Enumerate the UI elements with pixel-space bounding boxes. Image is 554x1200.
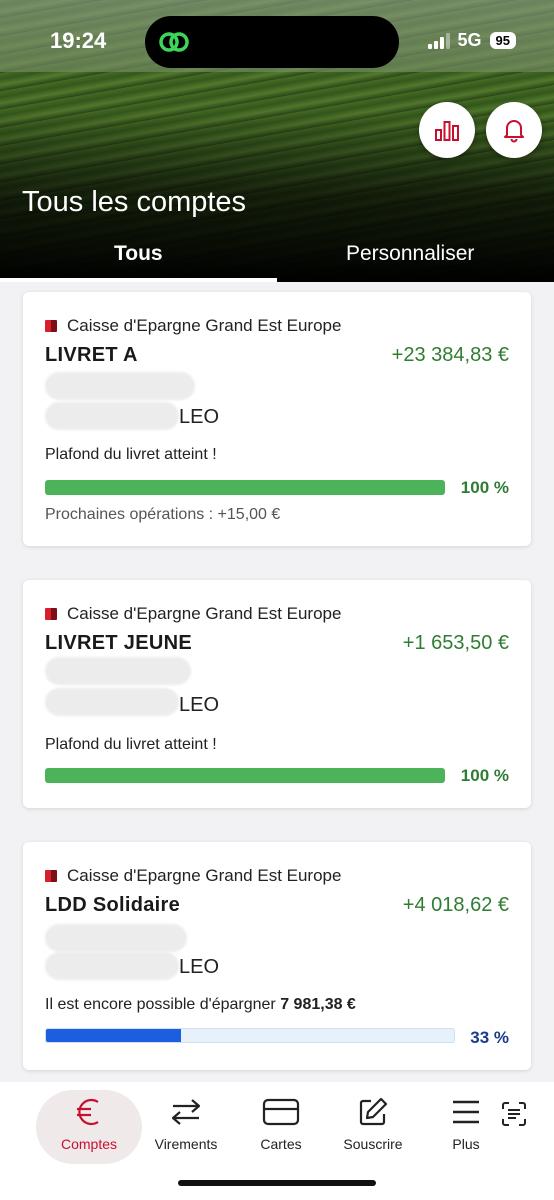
masked-account-number	[45, 924, 187, 952]
progress-bar-fill	[45, 480, 445, 495]
menu-icon	[453, 1100, 479, 1124]
network-label: 5G	[457, 30, 482, 50]
progress-bar	[45, 768, 445, 783]
bar-chart-icon	[435, 121, 459, 141]
transfer-icon	[171, 1099, 201, 1125]
owner-name: LEO	[179, 956, 220, 978]
nav-item-comptes[interactable]: Comptes	[43, 1092, 135, 1152]
progress-bar-fill	[46, 1029, 181, 1042]
bank-row: Caisse d'Epargne Grand Est Europe	[45, 316, 341, 336]
account-name: LDD Solidaire	[45, 894, 181, 916]
nav-item-plus[interactable]: Plus	[420, 1092, 512, 1152]
account-note: Il est encore possible d'épargner 7 981,…	[45, 996, 356, 1014]
masked-owner-name	[45, 402, 179, 430]
active-tab-indicator	[0, 278, 277, 282]
account-name: LIVRET JEUNE	[45, 632, 192, 654]
bank-name: Caisse d'Epargne Grand Est Europe	[67, 604, 342, 623]
bank-name: Caisse d'Epargne Grand Est Europe	[67, 316, 342, 335]
euro-icon	[77, 1098, 99, 1126]
masked-owner-name	[45, 688, 179, 716]
bank-logo-icon	[45, 608, 57, 620]
account-card-livret-a[interactable]: Caisse d'Epargne Grand Est Europe LIVRET…	[23, 292, 531, 546]
card-icon	[262, 1098, 300, 1126]
scan-text-icon	[502, 1102, 526, 1126]
tab-all[interactable]: Tous	[114, 242, 163, 265]
progress-bar	[45, 1028, 455, 1043]
edit-icon	[359, 1097, 388, 1126]
bottom-navigation: Comptes Virements Cartes Souscrire	[0, 1082, 554, 1200]
dynamic-island	[145, 16, 399, 68]
scan-button[interactable]	[494, 1094, 534, 1134]
account-name: LIVRET A	[45, 344, 138, 366]
owner-name: LEO	[179, 406, 220, 428]
header-banner: 19:24 5G 95 Tous les comptes Tous Person…	[0, 0, 554, 282]
battery-icon: 95	[489, 32, 516, 49]
progress-label: 33 %	[470, 1028, 509, 1047]
progress-label: 100 %	[460, 478, 509, 497]
account-card-livret-jeune[interactable]: Caisse d'Epargne Grand Est Europe LIVRET…	[23, 580, 531, 808]
notifications-button[interactable]	[486, 102, 542, 158]
nav-label: Plus	[452, 1136, 480, 1152]
nav-item-cartes[interactable]: Cartes	[235, 1092, 327, 1152]
account-note: Plafond du livret atteint !	[45, 446, 217, 463]
signal-icon	[427, 32, 450, 49]
bank-logo-icon	[45, 320, 57, 332]
bank-logo-icon	[45, 870, 57, 882]
page-title: Tous les comptes	[22, 186, 247, 218]
masked-account-number	[45, 372, 195, 400]
status-time: 19:24	[50, 28, 107, 53]
next-operations: Prochaines opérations : +15,00 €	[45, 506, 281, 523]
status-indicators: 5G 95	[427, 30, 516, 51]
nav-label: Comptes	[60, 1136, 118, 1152]
account-balance: +1 653,50 €	[402, 632, 509, 654]
tab-customize[interactable]: Personnaliser	[346, 242, 475, 265]
stats-button[interactable]	[419, 102, 475, 158]
account-note: Plafond du livret atteint !	[45, 736, 217, 753]
account-card-ldd[interactable]: Caisse d'Epargne Grand Est Europe LDD So…	[23, 842, 531, 1070]
note-amount: 7 981,38 €	[280, 996, 356, 1013]
nav-item-souscrire[interactable]: Souscrire	[327, 1092, 419, 1152]
home-indicator	[178, 1180, 376, 1186]
owner-name: LEO	[179, 694, 220, 716]
nav-label: Souscrire	[343, 1136, 403, 1152]
app-link-icon	[159, 32, 189, 52]
bank-row: Caisse d'Epargne Grand Est Europe	[45, 866, 341, 886]
bank-row: Caisse d'Epargne Grand Est Europe	[45, 604, 341, 624]
nav-item-virements[interactable]: Virements	[140, 1092, 232, 1152]
progress-bar	[45, 480, 445, 495]
masked-owner-name	[45, 952, 179, 980]
nav-label: Virements	[154, 1136, 218, 1152]
progress-label: 100 %	[460, 766, 509, 785]
account-balance: +4 018,62 €	[402, 894, 509, 916]
bell-icon	[504, 120, 524, 143]
progress-bar-fill	[45, 768, 445, 783]
nav-label: Cartes	[260, 1136, 302, 1152]
masked-account-number	[45, 657, 191, 685]
account-balance: +23 384,83 €	[391, 344, 509, 366]
active-nav-highlight	[36, 1090, 142, 1164]
bank-name: Caisse d'Epargne Grand Est Europe	[67, 866, 342, 885]
note-text: Il est encore possible d'épargner	[45, 996, 281, 1013]
